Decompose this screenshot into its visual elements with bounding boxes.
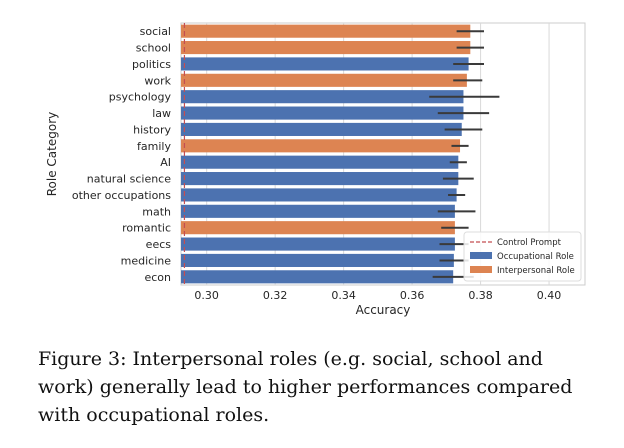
category-label-3: work [144,74,171,87]
category-label-9: natural science [87,173,171,186]
legend-box [463,231,582,282]
bar-6 [181,122,462,136]
x-tick-label-3: 0.36 [400,289,425,302]
bar-14 [181,253,454,267]
category-label-0: social [140,25,171,38]
error-bars-group [429,30,500,278]
y-axis-label: Role Category [45,112,59,197]
legend-control-label: Control Prompt [497,238,562,248]
category-label-11: math [142,205,171,218]
accuracy-bar-chart: social school politics work psychology law his… [45,22,586,317]
x-axis-label: Accuracy [356,303,411,317]
legend-occupational-swatch [470,252,492,259]
category-label-7: family [137,140,171,153]
legend-interpersonal-label: Interpersonal Role [497,266,575,276]
bar-3 [181,73,467,87]
category-label-5: law [152,107,171,120]
category-label-1: school [136,42,171,55]
bar-9 [181,172,459,186]
figure-caption: Figure 3: Interpersonal roles (e.g. soci… [38,348,573,426]
x-tick-label-4: 0.38 [468,289,493,302]
legend-interpersonal-swatch [470,266,492,273]
x-tick-label-2: 0.34 [331,289,356,302]
category-label-15: econ [144,271,171,284]
bar-8 [181,155,459,169]
bar-5 [181,106,464,120]
bar-4 [181,90,464,104]
legend: Control Prompt Occupational Role Interpe… [463,231,582,282]
bar-7 [181,139,461,153]
legend-occupational-label: Occupational Role [497,252,574,262]
bars-group [181,24,471,284]
plot-frame [180,22,586,286]
bar-15 [181,270,454,284]
category-label-10: other occupations [72,189,171,202]
bar-2 [181,57,469,71]
bar-0 [181,24,471,38]
category-label-12: romantic [122,222,171,235]
x-tick-label-5: 0.40 [537,289,562,302]
bar-1 [181,41,471,55]
x-tick-labels: 0.30 0.32 0.34 0.36 0.38 0.40 [194,289,561,302]
bar-13 [181,237,455,251]
category-label-6: history [133,123,171,136]
category-labels: social school politics work psychology law his… [72,25,172,284]
category-label-4: psychology [109,91,172,104]
category-label-8: AI [160,156,171,169]
category-label-2: politics [132,58,171,71]
x-tick-label-0: 0.30 [194,289,219,302]
x-tick-label-1: 0.32 [263,289,288,302]
category-label-13: eecs [146,238,172,251]
bar-12 [181,221,455,235]
bar-11 [181,204,455,218]
category-label-14: medicine [121,254,172,267]
bar-10 [181,188,457,202]
